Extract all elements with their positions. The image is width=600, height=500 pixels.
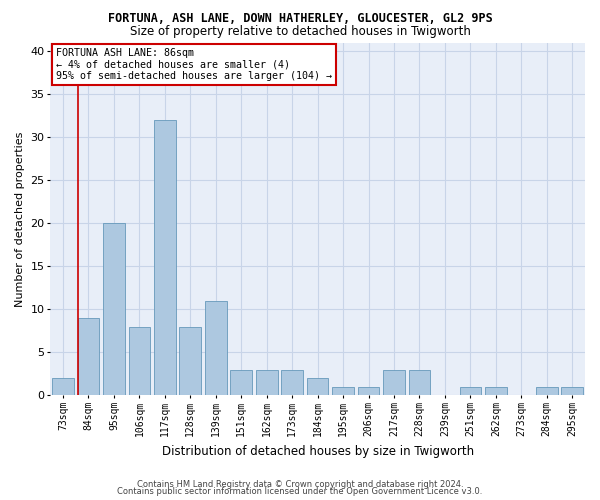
Bar [128,326,150,396]
Y-axis label: Number of detached properties: Number of detached properties [15,131,25,306]
Bar [536,387,557,396]
Text: Contains HM Land Registry data © Crown copyright and database right 2024.: Contains HM Land Registry data © Crown c… [137,480,463,489]
Bar [409,370,430,396]
Bar [383,370,405,396]
Bar [205,300,227,396]
Bar [485,387,506,396]
Bar [460,387,481,396]
Bar [179,326,201,396]
Text: FORTUNA, ASH LANE, DOWN HATHERLEY, GLOUCESTER, GL2 9PS: FORTUNA, ASH LANE, DOWN HATHERLEY, GLOUC… [107,12,493,26]
Text: Contains public sector information licensed under the Open Government Licence v3: Contains public sector information licen… [118,487,482,496]
Bar [281,370,303,396]
Bar [358,387,379,396]
Bar [562,387,583,396]
Bar [332,387,354,396]
Bar [103,223,125,396]
Bar [77,318,99,396]
Bar [256,370,278,396]
Bar [154,120,176,396]
Text: Size of property relative to detached houses in Twigworth: Size of property relative to detached ho… [130,25,470,38]
X-axis label: Distribution of detached houses by size in Twigworth: Distribution of detached houses by size … [161,444,473,458]
Bar [307,378,328,396]
Bar [52,378,74,396]
Text: FORTUNA ASH LANE: 86sqm
← 4% of detached houses are smaller (4)
95% of semi-deta: FORTUNA ASH LANE: 86sqm ← 4% of detached… [56,48,332,81]
Bar [230,370,252,396]
